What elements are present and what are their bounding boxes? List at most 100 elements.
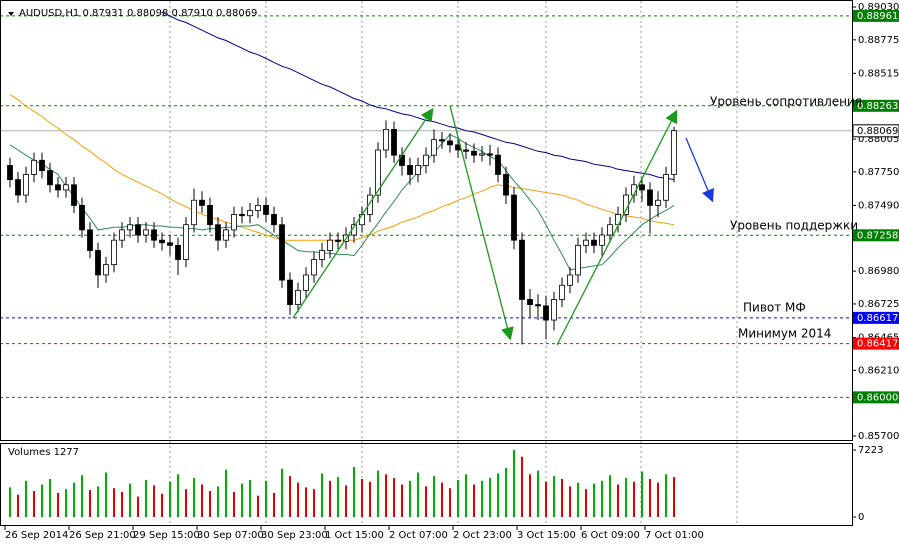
candle-body [207,204,213,226]
candle-body [23,174,29,196]
annotation: Уровень сопротивления [710,95,862,109]
y-tick-label: 0.89030 [858,2,899,13]
candle-body [383,128,389,151]
moving-average [9,94,675,241]
y-tick-label: 0.87490 [858,200,899,211]
candle-body [623,194,629,215]
price-plot [1,11,852,398]
candle-body [87,229,93,251]
candle-body [495,154,501,175]
price-level-box [853,9,899,22]
price-level-box [853,99,899,112]
x-tick-label: 7 Oct 01:00 [645,530,704,541]
candle-body [335,239,341,242]
candle-body [543,305,549,321]
candle-body [55,184,61,191]
volume-y-tick-label: 0 [858,512,864,523]
candle-body [535,304,541,307]
candle-body [551,299,557,321]
y-tick-label: 0.86725 [858,299,899,310]
candle-body [527,299,533,305]
candle-body [639,184,645,191]
candle-body [7,165,13,181]
y-tick-label: 0.88515 [858,68,899,79]
candle-body [487,153,493,156]
candle-body [247,210,253,217]
price-level-label: 0.86000 [857,392,898,403]
x-tick-label: 29 Sep 15:00 [133,530,200,541]
candle-body [255,204,261,211]
y-tick-label: 0.87750 [858,167,899,178]
x-tick-label: 26 Sep 2014 [5,530,68,541]
volume-title: Volumes 1277 [8,447,79,458]
candle-body [583,239,589,246]
candle-body [671,130,677,175]
volume-plot [9,450,675,517]
price-level-box [853,391,899,404]
annotation: Пивот МФ [743,301,806,315]
candle-body [599,234,605,246]
candle-body [127,224,133,231]
candle-body [31,159,37,175]
price-level-label: 0.86417 [857,339,898,350]
candle-body [271,214,277,226]
candle-body [391,128,397,156]
candle-body [295,290,301,305]
candle-body [111,239,117,266]
candle-body [151,229,157,241]
candle-body [279,224,285,281]
x-tick-label: 30 Sep 23:00 [261,530,328,541]
candle-body [287,279,293,305]
candle-body [191,199,197,226]
x-tick-label: 2 Oct 23:00 [453,530,512,541]
candle-body [231,214,237,231]
annotation: Минимум 2014 [738,327,831,341]
moving-average [9,133,675,271]
candle-body [439,139,445,142]
candle-body [183,224,189,260]
candle-body [559,284,565,300]
axes: 0.89030 0.88775 0.88515 0.88005 0.87750 0.874… [4,2,899,541]
candle-body [239,214,245,217]
candle-body [135,224,141,236]
candle-body [263,204,269,215]
candle-body [71,184,77,206]
price-level-box [853,337,899,350]
candle-body [575,244,581,276]
candle-body [319,250,325,260]
annotation: Уровень поддержки [730,219,858,233]
candle-body [415,165,421,175]
y-tick-label: 0.88005 [858,134,899,145]
y-tick-label: 0.85700 [858,431,899,442]
x-tick-label: 6 Oct 09:00 [581,530,640,541]
candle-body [215,224,221,241]
price-level-box [853,311,899,324]
candle-body [471,150,477,156]
x-tick-label: 3 Oct 15:00 [517,530,576,541]
x-tick-label: 2 Oct 07:00 [389,530,448,541]
candle-body [327,239,333,251]
vertical-grid [169,1,738,525]
candle-body [199,199,205,206]
candle-body [375,149,381,196]
trend-arrows [292,105,714,346]
menu-triangle [8,12,14,16]
candle-body [63,184,69,191]
current-price-label: 0.88069 [857,126,898,137]
candle-body [223,229,229,241]
candle-body [311,259,317,276]
x-tick-label: 1 Oct 15:00 [325,530,384,541]
y-tick-label: 0.86980 [858,266,899,277]
candle-body [47,170,53,186]
candle-body [119,229,125,241]
candle-body [79,204,85,231]
y-tick-label: 0.88775 [858,35,899,46]
candle-body [167,242,173,246]
candle-body [447,140,453,146]
candle-body [423,154,429,166]
x-tick-label: 30 Sep 07:00 [197,530,264,541]
candle-body [159,239,165,244]
